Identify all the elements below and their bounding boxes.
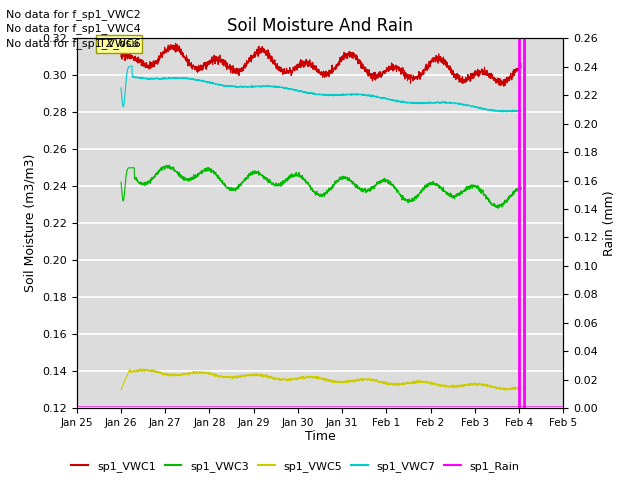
sp1_VWC1 <box>301 63 309 69</box>
sp1_VWC1 <box>517 64 525 70</box>
sp1_VWC3 <box>506 194 514 200</box>
X-axis label: Time: Time <box>305 431 335 444</box>
Line: sp1_VWC3: sp1_VWC3 <box>121 165 521 208</box>
sp1_VWC1 <box>138 63 145 69</box>
Text: No data for f_sp1_VWC2: No data for f_sp1_VWC2 <box>6 9 141 20</box>
sp1_VWC7 <box>506 108 514 114</box>
sp1_VWC1 <box>506 76 514 82</box>
sp1_VWC5 <box>433 381 440 387</box>
sp1_VWC5 <box>117 387 125 393</box>
sp1_VWC3 <box>301 179 309 184</box>
sp1_VWC1 <box>172 40 179 46</box>
sp1_VWC1 <box>433 54 440 60</box>
sp1_VWC7 <box>128 63 136 69</box>
sp1_VWC1 <box>500 84 508 89</box>
sp1_VWC3 <box>165 162 173 168</box>
sp1_VWC3 <box>117 180 125 185</box>
sp1_VWC7 <box>117 85 125 91</box>
Text: TZ_osu: TZ_osu <box>99 38 138 49</box>
Line: sp1_VWC7: sp1_VWC7 <box>121 66 521 112</box>
sp1_VWC3 <box>312 192 319 198</box>
sp1_VWC7 <box>138 75 145 81</box>
sp1_VWC7 <box>506 108 514 114</box>
sp1_VWC5 <box>136 366 144 372</box>
sp1_VWC5 <box>301 374 309 380</box>
sp1_VWC1 <box>506 74 514 80</box>
Line: sp1_VWC5: sp1_VWC5 <box>121 369 521 390</box>
Y-axis label: Rain (mm): Rain (mm) <box>604 191 616 256</box>
sp1_VWC7 <box>517 108 525 114</box>
sp1_VWC7 <box>433 100 440 106</box>
Text: No data for f_sp1_VWC6: No data for f_sp1_VWC6 <box>6 37 141 48</box>
Legend: sp1_VWC1, sp1_VWC3, sp1_VWC5, sp1_VWC7, sp1_Rain: sp1_VWC1, sp1_VWC3, sp1_VWC5, sp1_VWC7, … <box>67 456 524 476</box>
sp1_VWC3 <box>517 186 525 192</box>
sp1_VWC3 <box>506 193 514 199</box>
sp1_VWC1 <box>117 52 125 58</box>
sp1_VWC3 <box>494 205 502 211</box>
sp1_VWC5 <box>503 387 511 393</box>
sp1_VWC5 <box>517 384 525 390</box>
sp1_VWC7 <box>301 90 309 96</box>
sp1_VWC5 <box>506 386 514 392</box>
sp1_VWC1 <box>312 64 319 70</box>
sp1_VWC7 <box>312 91 319 97</box>
Line: sp1_VWC1: sp1_VWC1 <box>121 43 521 86</box>
sp1_VWC5 <box>312 374 319 380</box>
sp1_VWC3 <box>433 182 440 188</box>
sp1_VWC5 <box>506 386 514 392</box>
sp1_VWC5 <box>138 367 145 373</box>
Text: No data for f_sp1_VWC4: No data for f_sp1_VWC4 <box>6 23 141 34</box>
sp1_VWC3 <box>138 179 145 185</box>
Y-axis label: Soil Moisture (m3/m3): Soil Moisture (m3/m3) <box>24 154 36 292</box>
Title: Soil Moisture And Rain: Soil Moisture And Rain <box>227 17 413 36</box>
sp1_VWC7 <box>499 109 506 115</box>
